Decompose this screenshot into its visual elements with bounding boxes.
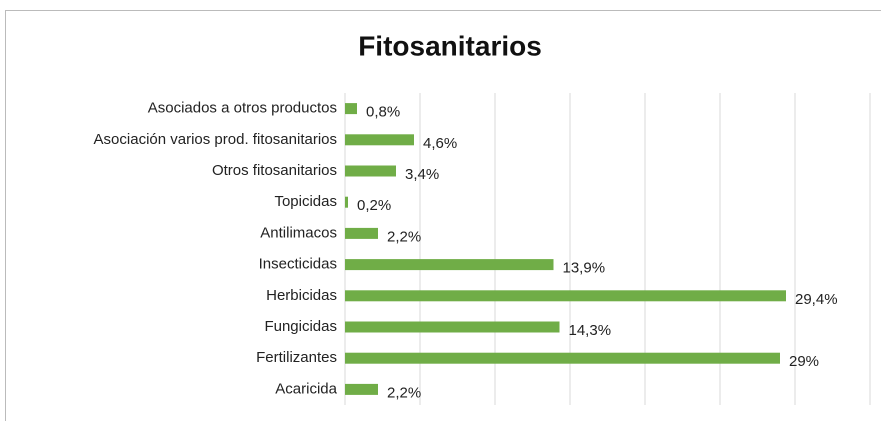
value-label: 2,2% <box>387 228 421 245</box>
value-label: 0,2% <box>357 197 391 214</box>
chart-frame <box>5 10 881 421</box>
value-label: 29% <box>789 353 819 370</box>
y-tick-label: Otros fitosanitarios <box>212 162 337 179</box>
bar <box>345 290 786 302</box>
y-tick-label: Insecticidas <box>259 256 337 273</box>
bar <box>345 352 780 364</box>
bar <box>345 196 348 208</box>
y-tick-label: Herbicidas <box>266 287 337 304</box>
value-label: 3,4% <box>405 166 439 183</box>
value-label: 4,6% <box>423 135 457 152</box>
y-tick-label: Antilimacos <box>260 224 337 241</box>
bar <box>345 321 560 333</box>
value-label: 13,9% <box>563 260 606 277</box>
y-tick-label: Fungicidas <box>264 318 337 335</box>
y-tick-label: Asociación varios prod. fitosanitarios <box>94 131 337 148</box>
value-label: 0,8% <box>366 104 400 121</box>
bar <box>345 259 554 271</box>
y-tick-label: Topicidas <box>274 193 337 210</box>
bar <box>345 227 378 239</box>
y-tick-label: Fertilizantes <box>256 349 337 366</box>
bar <box>345 134 414 146</box>
y-tick-label: Asociados a otros productos <box>148 100 337 117</box>
bar <box>345 165 396 177</box>
bar <box>345 383 378 395</box>
value-label: 14,3% <box>569 322 612 339</box>
y-tick-label: Acaricida <box>275 380 337 397</box>
chart-title: Fitosanitarios <box>358 30 542 61</box>
value-label: 29,4% <box>795 291 838 308</box>
bar <box>345 103 357 115</box>
value-label: 2,2% <box>387 384 421 401</box>
